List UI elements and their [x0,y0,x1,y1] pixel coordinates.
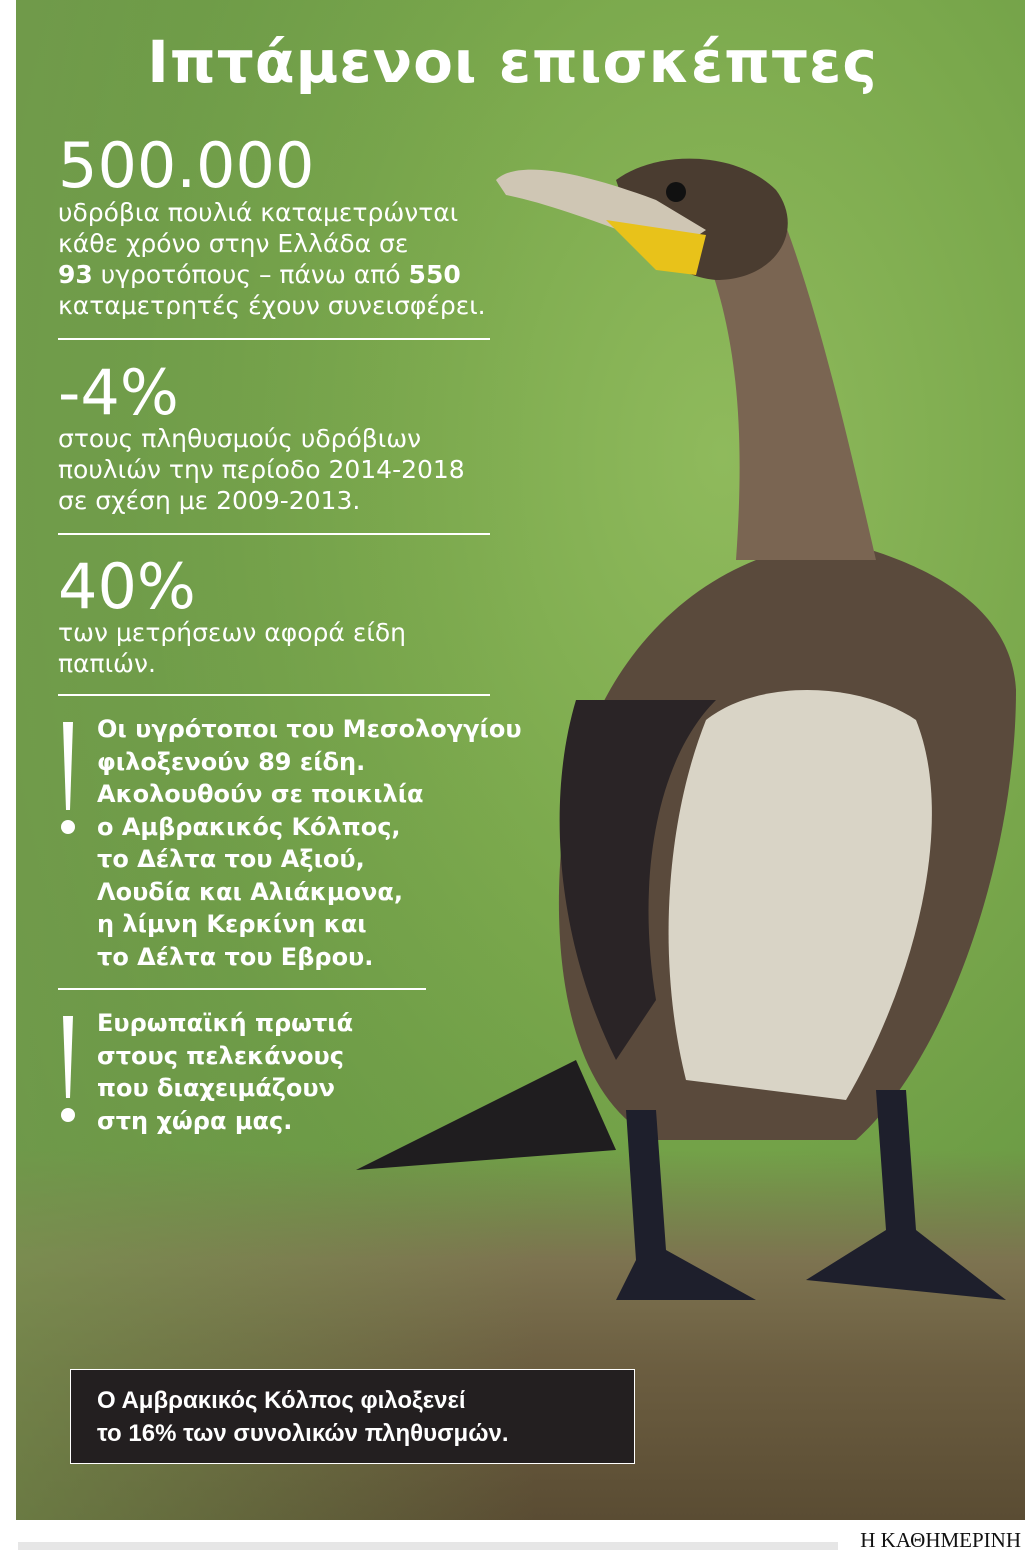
footer-bar [18,1542,838,1550]
note-line: ο Αμβρακικός Κόλπος, [97,812,401,841]
note-line: στους πελεκάνους [97,1041,344,1070]
page-title: Ιπτάμενοι επισκέπτες [147,28,878,96]
stat-line: 93 υγροτόπους – πάνω από 550 [58,259,486,290]
exclamation-icon [60,722,76,834]
note-line: το Δέλτα του Αξιού, [97,845,365,873]
note-line: που διαχειμάζουν [97,1074,335,1102]
stat-line: παπιών. [58,649,156,678]
beak-patch [606,220,706,275]
cormorant-illustration [356,158,1016,1300]
stat-line: των μετρήσεων αφορά είδη [58,618,406,647]
note-line: Ευρωπαϊκή πρωτιά [97,1009,354,1037]
note-line: το Δέλτα του Εβρου. [97,942,374,971]
photo-fade [16,0,536,1520]
note-line: Λουδία και Αλιάκμονα, [97,877,403,906]
divider [58,338,490,340]
callout-line: το 16% των συνολικών πληθυσμών. [97,1420,509,1447]
stat-line: σε σχέση με 2009-2013. [58,486,361,515]
stat-desc-ducks: των μετρήσεων αφορά είδη παπιών. [58,617,406,679]
note-line: Οι υγρότοποι του Μεσολογγίου [97,715,522,743]
wetlands-count: 93 [58,260,93,289]
note-wetlands: Οι υγρότοποι του Μεσολογγίου φιλοξενούν … [97,713,522,973]
stat-line: κάθε χρόνο στην Ελλάδα σε [58,229,409,258]
bird-legs [616,1090,1006,1300]
note-pelicans: Ευρωπαϊκή πρωτιά στους πελεκάνους που δι… [97,1007,353,1137]
note-line: η λίμνη Κερκίνη και [97,910,367,938]
callout-box: Ο Αμβρακικός Κόλπος φιλοξενεί το 16% των… [70,1369,635,1464]
counters-count: 550 [408,260,461,289]
bird-wing [559,700,716,1060]
stat-line: στους πληθυσμούς υδρόβιων [58,424,422,453]
exclamation-icon [60,1016,76,1122]
note-line: Ακολουθούν σε ποικιλία [97,780,424,808]
cormorant-photo [16,0,1025,1520]
stat-line: πουλιών την περίοδο 2014-2018 [58,455,465,484]
stat-line-mid: υγροτόπους – πάνω από [92,260,409,289]
bird-eye [666,182,686,202]
stat-desc-decline: στους πληθυσμούς υδρόβιων πουλιών την πε… [58,423,465,516]
divider [58,533,490,535]
stat-value-birds: 500.000 [58,129,315,202]
callout-line: Ο Αμβρακικός Κόλπος φιλοξενεί [97,1387,466,1414]
divider [58,988,426,990]
divider [58,694,490,696]
stat-line: υδρόβια πουλιά καταμετρώνται [58,198,459,227]
note-line: φιλοξενούν 89 είδη. [97,747,366,776]
stat-value-ducks: 40% [58,550,196,623]
bird-belly [668,690,932,1100]
bird-tail [356,1060,616,1170]
bird-neck [696,200,876,560]
stat-value-decline: -4% [58,356,179,429]
stat-line: καταμετρητές έχουν συνεισφέρει. [58,291,486,320]
stat-desc-birds: υδρόβια πουλιά καταμετρώνται κάθε χρόνο … [58,197,486,321]
brand-logo: Η ΚΑΘΗΜΕΡΙΝΗ [860,1528,1021,1552]
note-line: στη χώρα μας. [97,1106,293,1135]
